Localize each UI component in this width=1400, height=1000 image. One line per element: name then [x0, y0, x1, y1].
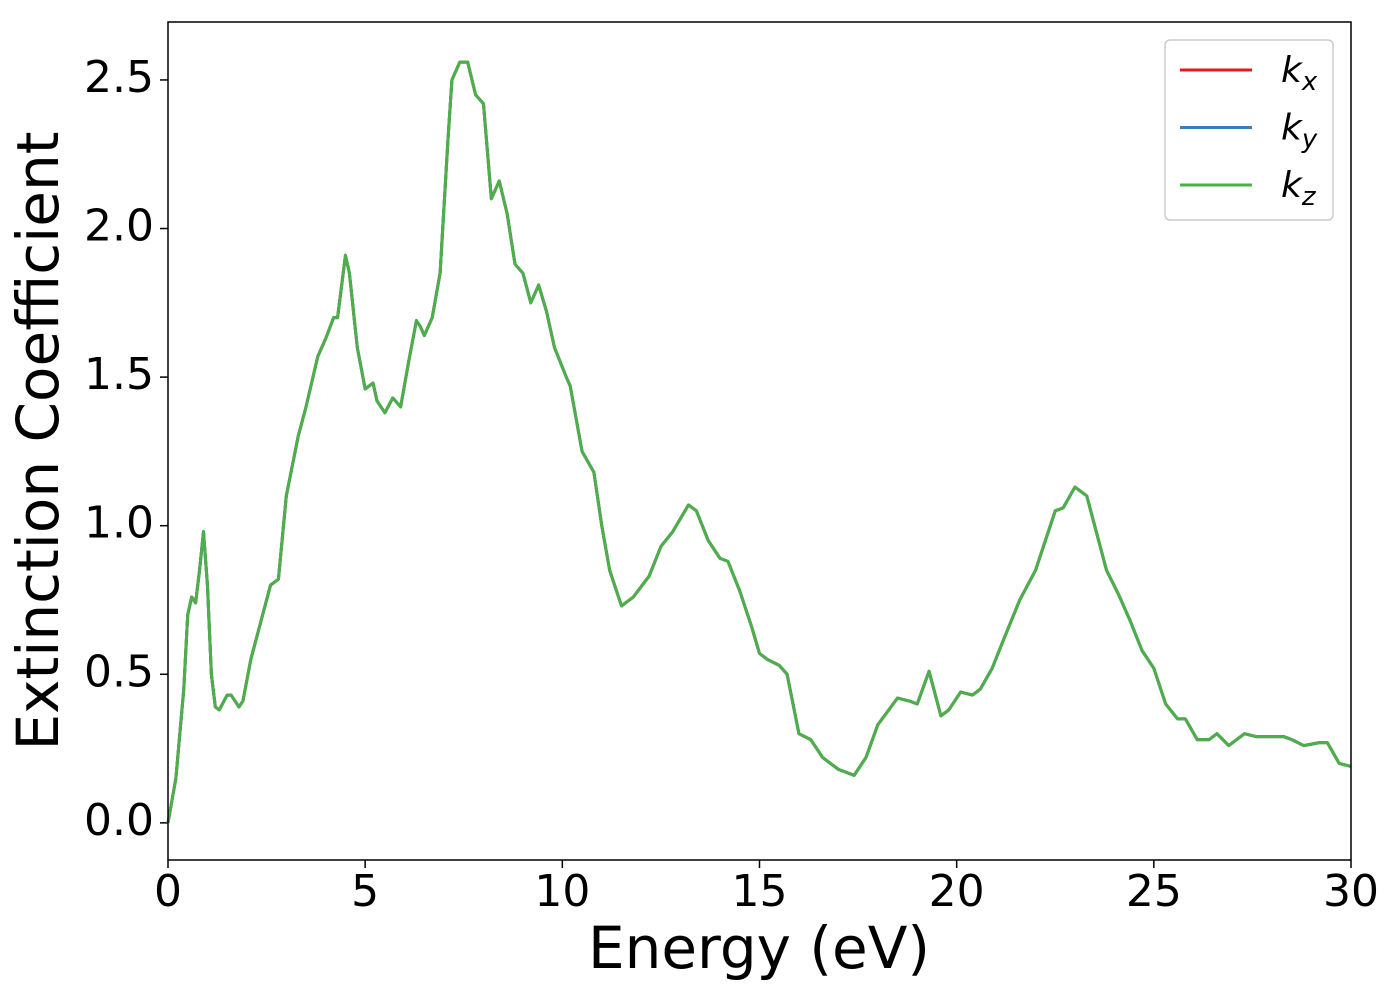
legend-box — [1164, 39, 1334, 221]
y-tick-label: 0.5 — [84, 646, 154, 697]
x-tick-label: 10 — [534, 866, 590, 917]
y-tick-label: 0.0 — [84, 795, 154, 846]
series-line — [166, 60, 1352, 824]
x-tick-label: 20 — [929, 866, 985, 917]
x-tick-label: 0 — [154, 866, 182, 917]
x-tick-label: 25 — [1126, 866, 1182, 917]
y-tick-label: 1.0 — [84, 498, 154, 549]
legend-label: kz — [1281, 165, 1317, 212]
y-tick-label: 1.5 — [84, 349, 154, 400]
legend-label: kx — [1281, 50, 1318, 97]
y-tick-label: 2.5 — [84, 52, 154, 103]
y-tick-label: 2.0 — [84, 201, 154, 252]
x-tick-label: 5 — [351, 866, 379, 917]
x-tick-label: 30 — [1323, 866, 1379, 917]
legend-label: ky — [1281, 108, 1318, 155]
x-axis-label: Energy (eV) — [588, 914, 930, 982]
x-tick-label: 15 — [732, 866, 788, 917]
plot-frame — [167, 21, 1352, 861]
y-axis-label: Extinction Coefficient — [4, 132, 72, 751]
